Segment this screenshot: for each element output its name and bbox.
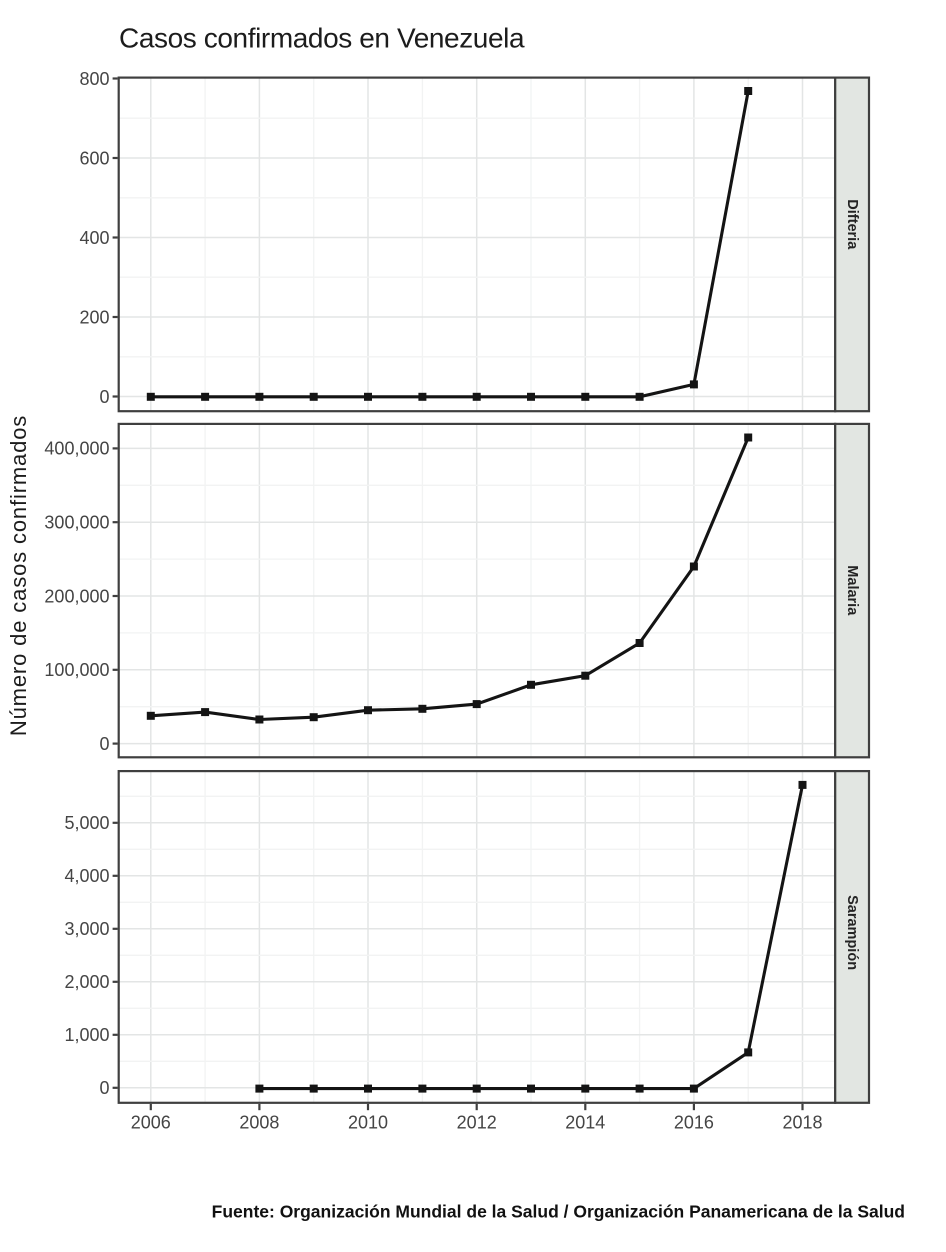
svg-text:Fuente: Organización Mundial d: Fuente: Organización Mundial de la Salud… <box>212 1202 905 1222</box>
svg-text:0: 0 <box>99 387 109 407</box>
svg-text:2008: 2008 <box>239 1113 279 1133</box>
svg-text:4,000: 4,000 <box>64 866 109 886</box>
svg-text:2006: 2006 <box>131 1113 171 1133</box>
svg-text:300,000: 300,000 <box>44 513 109 533</box>
svg-text:Casos confirmados en Venezuela: Casos confirmados en Venezuela <box>119 23 525 54</box>
svg-text:2010: 2010 <box>348 1113 388 1133</box>
svg-text:2018: 2018 <box>782 1113 822 1133</box>
svg-text:0: 0 <box>99 1078 109 1098</box>
svg-text:2014: 2014 <box>565 1113 605 1133</box>
svg-text:200,000: 200,000 <box>44 586 109 606</box>
svg-text:600: 600 <box>79 148 109 168</box>
svg-text:100,000: 100,000 <box>44 660 109 680</box>
svg-text:Difteria: Difteria <box>844 199 860 250</box>
svg-text:2,000: 2,000 <box>64 972 109 992</box>
svg-text:0: 0 <box>99 734 109 754</box>
svg-text:3,000: 3,000 <box>64 919 109 939</box>
svg-text:400,000: 400,000 <box>44 439 109 459</box>
svg-text:200: 200 <box>79 307 109 327</box>
svg-text:800: 800 <box>79 69 109 89</box>
svg-text:400: 400 <box>79 228 109 248</box>
svg-text:5,000: 5,000 <box>64 813 109 833</box>
svg-text:Malaria: Malaria <box>844 565 860 616</box>
svg-text:2012: 2012 <box>457 1113 497 1133</box>
svg-text:Sarampión: Sarampión <box>844 895 860 970</box>
svg-text:2016: 2016 <box>674 1113 714 1133</box>
svg-text:1,000: 1,000 <box>64 1025 109 1045</box>
svg-text:Número de casos confirmados: Número de casos confirmados <box>6 415 31 736</box>
